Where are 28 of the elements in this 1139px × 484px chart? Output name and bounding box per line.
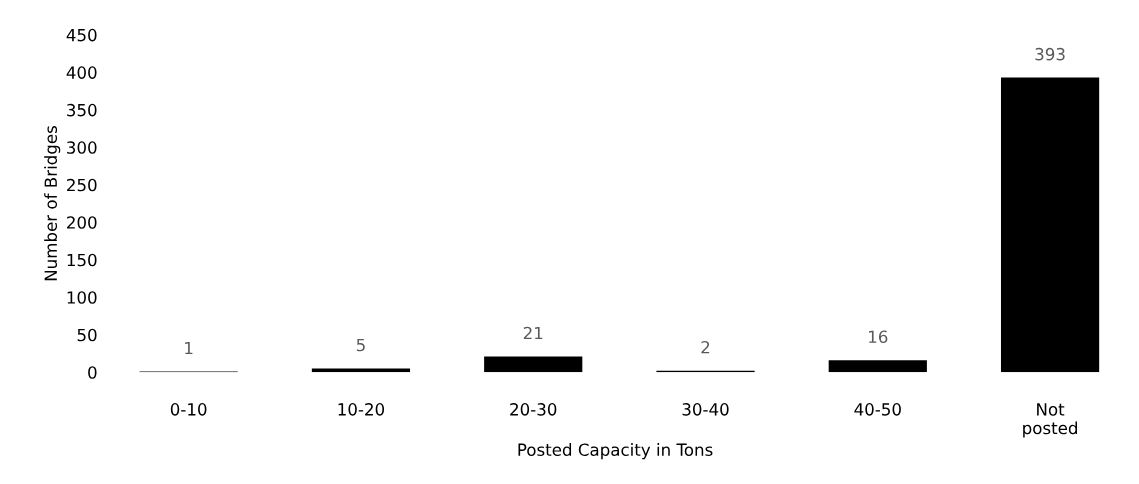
x-tick-label: 10-20 <box>338 403 385 416</box>
bar <box>484 356 583 373</box>
data-label: 21 <box>523 326 543 340</box>
x-axis-title: Posted Capacity in Tons <box>518 443 713 460</box>
data-label: 2 <box>701 340 710 354</box>
bar <box>311 368 411 373</box>
y-tick-label: 200 <box>67 216 97 229</box>
y-tick-label: 100 <box>67 291 97 304</box>
y-axis-title: Number of Bridges <box>44 126 61 281</box>
y-tick-label: 250 <box>67 178 97 192</box>
bar <box>828 360 927 373</box>
y-tick-label: 300 <box>67 141 97 154</box>
x-tick-label: 20-30 <box>510 403 557 416</box>
x-tick-label: 0-10 <box>170 403 207 416</box>
data-label: 1 <box>185 341 193 355</box>
data-label: 16 <box>869 330 888 344</box>
x-tick-label: 30-40 <box>682 403 729 416</box>
y-tick-label: 0 <box>88 366 97 379</box>
y-tick-label: 400 <box>66 66 97 79</box>
data-label: 393 <box>1035 47 1065 61</box>
data-label: 5 <box>356 338 365 352</box>
x-tick-label: 40-50 <box>854 403 901 416</box>
x-tick-label: Not posted <box>1023 403 1077 438</box>
y-tick-label: 150 <box>67 253 97 267</box>
y-tick-label: 350 <box>67 103 97 117</box>
bar <box>1000 77 1100 373</box>
y-tick-label: 50 <box>77 328 97 342</box>
y-tick-label: 450 <box>66 28 97 42</box>
